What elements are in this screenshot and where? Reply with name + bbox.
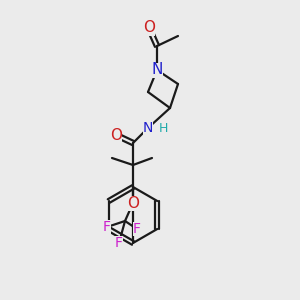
Text: N: N [151,62,163,77]
Text: O: O [127,196,139,211]
Text: F: F [103,220,111,234]
Text: O: O [110,128,122,142]
Text: H: H [158,122,168,134]
Text: O: O [143,20,155,35]
Text: F: F [115,236,123,250]
Text: F: F [133,222,141,236]
Text: N: N [143,121,153,135]
